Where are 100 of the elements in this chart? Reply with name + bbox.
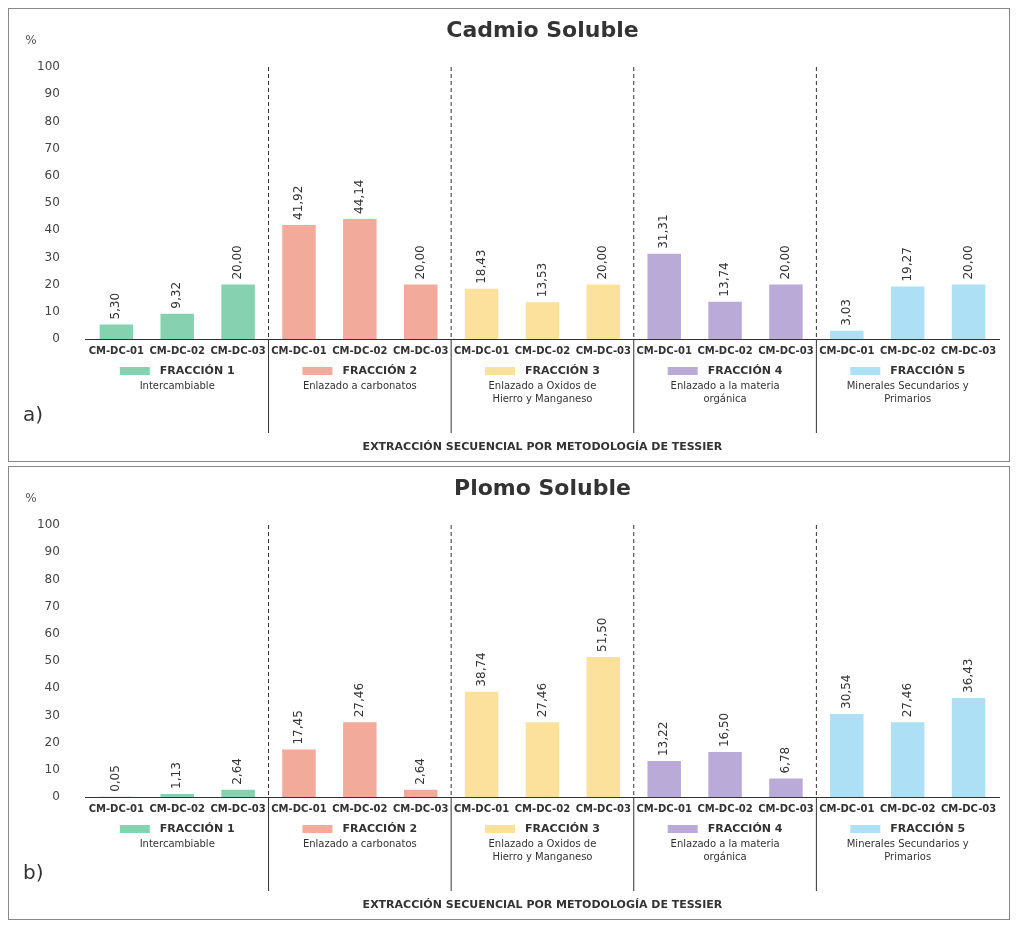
- x-tick-label: CM-DC-03: [575, 344, 632, 356]
- x-tick-label: CM-DC-02: [149, 802, 205, 814]
- data-label: 2,64: [412, 758, 427, 785]
- bar: [525, 302, 560, 339]
- y-axis-title: %: [25, 33, 37, 48]
- text: Enlazado a la materia orgánica: [670, 837, 780, 862]
- data-label: 20,00: [230, 245, 245, 280]
- bar: [343, 722, 377, 797]
- bar: [586, 284, 621, 339]
- data-label: 20,00: [778, 245, 793, 280]
- x-axis-title: EXTRACCIÓN SECUENCIAL POR METODOLOGÍA DE TESSIER: [362, 439, 723, 453]
- x-tick-label: CM-DC-01: [636, 802, 692, 814]
- x-axis-title: EXTRACCIÓN SECUENCIAL POR METODOLOGÍA DE TESSIER: [362, 897, 723, 911]
- x-tick-label: CM-DC-01: [453, 802, 510, 814]
- y-tick-label: 80: [44, 113, 60, 128]
- y-tick-label: 50: [44, 653, 60, 668]
- bar: [282, 224, 316, 339]
- data-label: 18,43: [473, 249, 488, 284]
- x-tick-label: CM-DC-03: [210, 344, 266, 356]
- y-tick-label: 40: [44, 680, 60, 695]
- text: Enlazado a Oxidos de Hierro y Manganeso: [488, 379, 597, 404]
- y-tick-label: 10: [44, 303, 60, 318]
- y-tick-label: 100: [37, 517, 60, 532]
- legend-label: FRACCIÓN 3: [525, 821, 600, 835]
- data-label: 36,43: [960, 658, 975, 693]
- bar: [890, 286, 925, 339]
- data-label: 38,74: [473, 652, 488, 687]
- y-axis-title: %: [25, 491, 37, 506]
- data-label: 20,00: [412, 245, 427, 280]
- bar: [525, 722, 560, 797]
- x-tick-label: CM-DC-02: [149, 344, 205, 356]
- data-label: 17,45: [291, 710, 306, 745]
- y-tick-label: 80: [44, 571, 60, 586]
- bar: [464, 691, 499, 797]
- x-tick-label: CM-DC-02: [514, 802, 571, 814]
- data-label: 5,30: [108, 292, 123, 320]
- y-tick-label: 60: [44, 625, 60, 640]
- y-tick-label: 70: [44, 598, 60, 613]
- y-tick-label: 0: [52, 789, 60, 804]
- text: a): [23, 402, 44, 427]
- x-tick-label: CM-DC-01: [271, 802, 327, 814]
- x-tick-label: CM-DC-02: [332, 344, 388, 356]
- data-label: 27,46: [534, 682, 549, 718]
- bar: [586, 656, 621, 797]
- x-tick-label: CM-DC-02: [880, 344, 936, 356]
- data-label: 19,27: [899, 247, 914, 282]
- data-label: 6,78: [778, 746, 793, 774]
- data-label: 41,92: [291, 185, 306, 220]
- data-label: 20,00: [595, 245, 610, 280]
- data-label: 9,32: [169, 281, 184, 309]
- x-tick-label: CM-DC-03: [393, 802, 449, 814]
- bar: [830, 330, 864, 339]
- data-label: 2,64: [230, 758, 245, 785]
- y-tick-label: 70: [44, 140, 60, 155]
- data-label: 31,31: [656, 214, 671, 249]
- x-tick-label: CM-DC-03: [575, 802, 632, 814]
- bar: [343, 218, 377, 339]
- data-label: 1,13: [169, 762, 184, 789]
- bar: [403, 284, 438, 339]
- y-tick-label: 60: [44, 167, 60, 182]
- y-tick-label: 30: [44, 707, 60, 722]
- x-tick-label: CM-DC-02: [514, 344, 571, 356]
- bar: [769, 778, 803, 797]
- data-label: 16,50: [717, 712, 732, 748]
- y-tick-label: 90: [44, 544, 60, 559]
- bar: [951, 284, 986, 339]
- data-label: 27,46: [899, 682, 914, 718]
- bar: [647, 253, 681, 339]
- data-label: 3,03: [838, 299, 853, 326]
- y-tick-label: 90: [44, 86, 60, 101]
- bar: [647, 761, 681, 797]
- text: Enlazado a la materia orgánica: [670, 379, 780, 404]
- bar: [160, 313, 194, 339]
- x-tick-label: CM-DC-01: [819, 344, 875, 356]
- x-tick-label: CM-DC-03: [210, 802, 266, 814]
- bar: [769, 284, 803, 339]
- text: Enlazado a carbonatos: [302, 379, 417, 391]
- y-tick-label: 40: [44, 222, 60, 237]
- legend-label: FRACCIÓN 1: [159, 363, 235, 377]
- y-tick-label: 100: [37, 59, 60, 74]
- legend-label: FRACCIÓN 3: [525, 363, 600, 377]
- text: Intercambiable: [139, 837, 215, 849]
- data-label: 30,54: [838, 674, 853, 709]
- bar: [221, 789, 255, 797]
- text: b): [23, 860, 44, 885]
- x-tick-label: CM-DC-02: [880, 802, 936, 814]
- x-tick-label: CM-DC-03: [393, 344, 449, 356]
- bar: [708, 752, 742, 797]
- bar: [830, 713, 864, 797]
- bar: [221, 284, 255, 339]
- data-label: 0,05: [108, 765, 123, 792]
- y-tick-label: 20: [44, 734, 60, 749]
- x-tick-label: CM-DC-02: [697, 344, 753, 356]
- x-tick-label: CM-DC-03: [758, 344, 814, 356]
- data-label: 27,46: [351, 682, 366, 718]
- bar: [890, 722, 925, 797]
- y-tick-label: 10: [44, 761, 60, 776]
- data-label: 13,74: [717, 262, 732, 297]
- x-tick-label: CM-DC-03: [940, 802, 997, 814]
- x-tick-label: CM-DC-01: [88, 344, 145, 356]
